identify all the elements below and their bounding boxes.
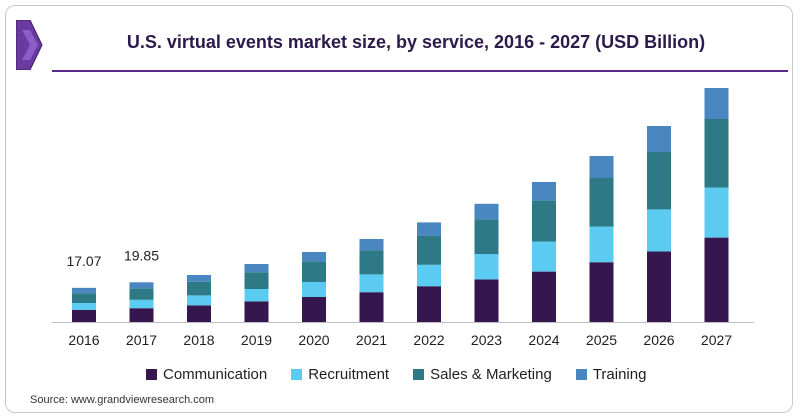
bar-segment-recruitment-2019 xyxy=(244,289,269,302)
stacked-bar-chart: 2016 17.07 2017 19.85 2018 2019 2020 2021 2022 20… xyxy=(52,88,754,348)
bar-segment-communication-2022 xyxy=(417,286,441,322)
bar-segment-communication-2016 xyxy=(72,310,96,322)
data-label-total-2017: 19.85 xyxy=(124,247,159,263)
bar-segment-communication-2017 xyxy=(129,308,154,322)
bar-segment-sales-marketing-2027 xyxy=(704,119,729,188)
legend-label-sales-marketing: Sales & Marketing xyxy=(430,366,552,383)
bar-segment-recruitment-2024 xyxy=(532,241,556,272)
bar-segment-sales-marketing-2018 xyxy=(187,281,211,296)
bar-segment-communication-2027 xyxy=(704,237,729,322)
bar-segment-communication-2024 xyxy=(532,271,556,322)
bar-segment-training-2016 xyxy=(72,287,96,294)
x-tick-label-2019: 2019 xyxy=(241,332,272,348)
title-underline xyxy=(52,70,788,72)
bar-segment-sales-marketing-2022 xyxy=(417,235,441,265)
x-tick-label-2025: 2025 xyxy=(586,332,617,348)
legend-swatch-communication xyxy=(146,369,157,380)
bar-segment-sales-marketing-2023 xyxy=(474,219,499,254)
x-tick-label-2027: 2027 xyxy=(701,332,732,348)
bar-segment-sales-marketing-2017 xyxy=(129,288,154,300)
bar-segment-recruitment-2022 xyxy=(417,264,441,287)
bar-segment-training-2024 xyxy=(532,182,556,201)
bar-segment-recruitment-2025 xyxy=(589,226,614,263)
x-tick-label-2026: 2026 xyxy=(643,332,674,348)
bar-segment-communication-2019 xyxy=(244,301,269,322)
bar-segment-communication-2025 xyxy=(589,262,614,322)
bar-segment-communication-2020 xyxy=(302,297,326,322)
x-tick-label-2023: 2023 xyxy=(471,332,502,348)
chart-title: U.S. virtual events market size, by serv… xyxy=(126,32,706,52)
x-tick-label-2016: 2016 xyxy=(68,332,99,348)
x-tick-label-2022: 2022 xyxy=(413,332,444,348)
bar-segment-training-2026 xyxy=(647,126,671,152)
bar-segment-recruitment-2021 xyxy=(359,274,384,293)
bar-segment-training-2027 xyxy=(704,88,729,119)
chart-card: U.S. virtual events market size, by serv… xyxy=(5,5,793,413)
bar-segment-recruitment-2018 xyxy=(187,295,211,306)
bar-segment-sales-marketing-2019 xyxy=(244,272,269,289)
bar-segment-recruitment-2020 xyxy=(302,282,326,297)
bar-segment-sales-marketing-2026 xyxy=(647,152,671,210)
bar-segment-recruitment-2017 xyxy=(129,299,154,309)
bar-segment-sales-marketing-2021 xyxy=(359,250,384,275)
bar-segment-sales-marketing-2025 xyxy=(589,178,614,227)
x-tick-label-2018: 2018 xyxy=(183,332,214,348)
bar-segment-sales-marketing-2020 xyxy=(302,261,326,282)
bar-segment-training-2018 xyxy=(187,275,211,282)
bar-segment-training-2022 xyxy=(417,222,441,236)
legend-label-recruitment: Recruitment xyxy=(308,366,390,383)
bar-segment-training-2023 xyxy=(474,203,499,220)
bar-segment-training-2020 xyxy=(302,252,326,262)
legend-swatch-sales-marketing xyxy=(413,369,425,380)
legend-item-recruitment: Recruitment xyxy=(291,366,389,383)
x-tick-label-2020: 2020 xyxy=(298,332,329,348)
legend-swatch-training xyxy=(575,369,587,380)
legend-item-sales-marketing: Sales & Marketing xyxy=(413,366,552,383)
bar-segment-sales-marketing-2024 xyxy=(532,200,556,242)
bar-segment-communication-2023 xyxy=(474,279,499,322)
bar-segment-training-2021 xyxy=(359,239,384,251)
bar-segment-sales-marketing-2016 xyxy=(72,293,96,303)
bar-segment-training-2019 xyxy=(244,264,269,273)
legend: Communication Recruitment Sales & Market… xyxy=(146,366,670,383)
brand-logo xyxy=(16,20,43,70)
data-label-total-2016: 17.07 xyxy=(66,253,101,269)
bar-segment-training-2025 xyxy=(589,156,614,178)
legend-item-training: Training xyxy=(575,366,647,383)
x-tick-label-2017: 2017 xyxy=(126,332,157,348)
x-tick-label-2024: 2024 xyxy=(528,332,559,348)
bar-segment-communication-2018 xyxy=(187,305,211,322)
legend-item-communication: Communication xyxy=(146,366,267,383)
legend-label-communication: Communication xyxy=(163,366,268,383)
bar-segment-communication-2026 xyxy=(647,251,671,322)
source-note: Source: www.grandviewresearch.com xyxy=(30,394,215,406)
bar-segment-communication-2021 xyxy=(359,292,384,322)
bar-segment-recruitment-2023 xyxy=(474,254,499,280)
bar-segment-training-2017 xyxy=(129,282,154,289)
bar-segment-recruitment-2027 xyxy=(704,187,729,238)
bar-segment-recruitment-2026 xyxy=(647,209,671,252)
x-tick-label-2021: 2021 xyxy=(356,332,387,348)
legend-swatch-recruitment xyxy=(291,369,303,380)
bar-segment-recruitment-2016 xyxy=(72,303,96,310)
legend-label-training: Training xyxy=(592,366,647,383)
